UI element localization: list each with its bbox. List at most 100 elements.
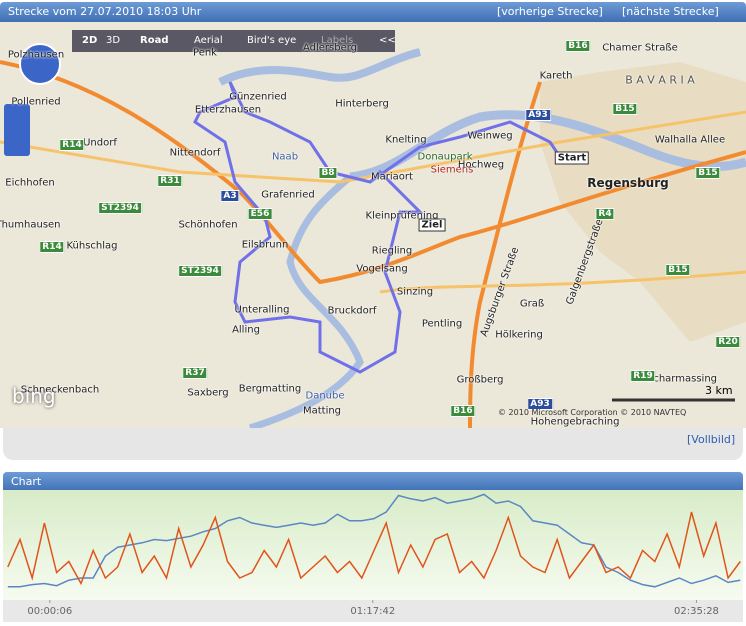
place-label: Vogelsang bbox=[356, 263, 408, 275]
place-label: Hohengebraching bbox=[530, 416, 620, 428]
road-shield: B16 bbox=[565, 40, 591, 52]
place-label: Polzhausen bbox=[7, 49, 65, 61]
prev-link[interactable]: [vorherige Strecke] bbox=[497, 5, 603, 18]
map[interactable]: 2D 3D Road Aerial Bird's eye Labels << Polzhau… bbox=[0, 22, 746, 428]
place-label: Günzenried bbox=[229, 91, 287, 103]
chart-title: Chart bbox=[11, 475, 42, 488]
place-label: Penk bbox=[193, 47, 217, 59]
place-label: Danube bbox=[305, 390, 345, 402]
place-label: Eichhofen bbox=[5, 177, 55, 189]
place-label: Scharmassing bbox=[647, 373, 717, 385]
chart-panel: 00:00:06 01:17:42 02:35:28 bbox=[3, 490, 743, 622]
road-shield: ST2394 bbox=[98, 202, 142, 214]
plot-area bbox=[3, 490, 743, 600]
place-label: B A V A R I A bbox=[625, 73, 695, 87]
place-label: Großberg bbox=[456, 374, 504, 386]
toolbar-button[interactable]: Aerial bbox=[194, 35, 223, 46]
place-label: Eilsbrunn bbox=[241, 239, 289, 251]
place-label: Kareth bbox=[539, 70, 573, 82]
road-shield: B15 bbox=[665, 264, 691, 276]
place-label: Chamer Straße bbox=[602, 42, 678, 54]
place-label: Riegling bbox=[371, 245, 413, 257]
motorway bbox=[0, 60, 746, 285]
place-label: Nittendorf bbox=[169, 147, 221, 159]
place-label: Adlersberg bbox=[302, 42, 358, 54]
place-label: Walhalla Allee bbox=[654, 134, 726, 146]
place-label: Kleinprüfening bbox=[365, 210, 439, 222]
road-shield: E56 bbox=[247, 208, 273, 220]
toolbar-button[interactable]: Bird's eye bbox=[247, 35, 297, 46]
place-label: Saxberg bbox=[187, 387, 229, 399]
road-shield: A93 bbox=[525, 109, 551, 121]
pan-control[interactable] bbox=[19, 43, 61, 85]
map-drawing bbox=[0, 43, 746, 428]
road-shield: R37 bbox=[182, 367, 208, 379]
series-line bbox=[7, 511, 741, 586]
place-label: Regensburg bbox=[587, 176, 669, 190]
road-shield: R19 bbox=[630, 370, 656, 382]
route bbox=[369, 120, 562, 184]
place-label: Pentling bbox=[421, 318, 463, 330]
chart-header: Chart bbox=[3, 472, 743, 492]
place-label: Donaupark bbox=[417, 151, 473, 163]
next-link[interactable]: [nächste Strecke] bbox=[622, 5, 719, 18]
place-label: Knelting bbox=[385, 134, 427, 146]
x-tick-label: 02:35:28 bbox=[674, 606, 719, 617]
place-label: Kühschlag bbox=[66, 240, 118, 252]
place-label: Hölkering bbox=[495, 329, 543, 341]
road-shield: B15 bbox=[695, 167, 721, 179]
place-label: Siemens bbox=[430, 164, 474, 176]
road-shield: R20 bbox=[715, 336, 741, 348]
place-label: Undorf bbox=[83, 137, 117, 149]
toolbar-button[interactable]: << bbox=[379, 35, 396, 46]
route-marker: Start bbox=[554, 151, 590, 165]
road-shield: A3 bbox=[220, 190, 240, 202]
place-label: Mariaort bbox=[371, 171, 413, 183]
place-label: Etterzhausen bbox=[194, 104, 262, 116]
toolbar-button[interactable]: 2D bbox=[82, 35, 98, 46]
route-marker: Ziel bbox=[418, 218, 446, 232]
x-tick-label: 01:17:42 bbox=[350, 606, 395, 617]
place-label: Bruckdorf bbox=[327, 305, 377, 317]
copyright: © 2010 Microsoft Corporation © 2010 NAVT… bbox=[498, 408, 687, 417]
place-label: Matting bbox=[302, 405, 342, 417]
place-label: Unteralling bbox=[234, 304, 290, 316]
toolbar-button[interactable]: Labels bbox=[321, 35, 354, 46]
header-bar: Strecke vom 27.07.2010 18:03 Uhr [vorher… bbox=[0, 2, 746, 22]
zoom-control[interactable] bbox=[4, 104, 30, 156]
map-footer: [Vollbild] bbox=[3, 428, 743, 460]
place-label: Sinzing bbox=[396, 286, 434, 298]
road bbox=[0, 110, 746, 184]
toolbar-button[interactable]: Road bbox=[140, 35, 169, 46]
place-label: Naab bbox=[271, 151, 299, 163]
title: Strecke vom 27.07.2010 18:03 Uhr bbox=[8, 5, 202, 18]
place-label: Weinweg bbox=[467, 130, 513, 142]
place-label: Thumhausen bbox=[0, 219, 61, 231]
river bbox=[218, 48, 421, 86]
road-shield: R4 bbox=[595, 208, 615, 220]
place-label: Bergmatting bbox=[238, 383, 302, 395]
scale-label: 3 km bbox=[705, 384, 733, 397]
road-shield: ST2394 bbox=[178, 265, 222, 277]
chart: 00:00:06 01:17:42 02:35:28 bbox=[3, 490, 743, 617]
place-label: Hochweg bbox=[457, 159, 505, 171]
road-shield: B15 bbox=[612, 103, 638, 115]
place-label: Schönhofen bbox=[178, 219, 238, 231]
place-label: Graß bbox=[519, 298, 545, 310]
route bbox=[193, 81, 424, 374]
toolbar-button[interactable]: 3D bbox=[106, 35, 121, 46]
x-tick-label: 00:00:06 bbox=[27, 606, 72, 617]
fullscreen-link[interactable]: [Vollbild] bbox=[687, 433, 736, 446]
bing-logo: bing bbox=[12, 384, 56, 408]
river bbox=[248, 174, 364, 428]
road-shield: B8 bbox=[318, 167, 338, 179]
place-label: Grafenried bbox=[261, 189, 315, 201]
place-label: Pollenried bbox=[11, 96, 61, 108]
series-line bbox=[7, 493, 741, 588]
place-label: Hinterberg bbox=[335, 98, 389, 110]
road-shield: R31 bbox=[157, 175, 183, 187]
place-label: Alling bbox=[232, 324, 260, 336]
road bbox=[379, 270, 746, 294]
road-shield: A93 bbox=[527, 398, 553, 410]
